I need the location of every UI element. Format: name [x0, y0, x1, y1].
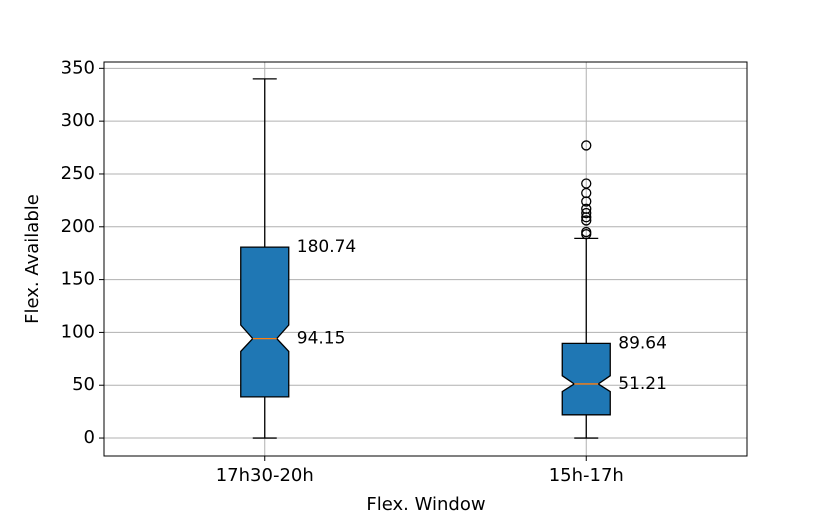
y-tick-label: 300 [61, 110, 95, 131]
q3-label: 89.64 [618, 333, 667, 353]
y-tick-label: 150 [61, 269, 95, 290]
y-tick-label: 50 [72, 374, 95, 395]
flier [581, 215, 592, 226]
x-axis-label: Flex. Window [366, 494, 485, 513]
box [561, 342, 611, 416]
median-label: 51.21 [618, 374, 667, 394]
q3-label: 180.74 [297, 237, 356, 257]
y-tick-label: 350 [61, 57, 95, 78]
median-label: 94.15 [297, 329, 346, 349]
flier [581, 207, 592, 219]
x-tick-label: 15h-17h [549, 465, 624, 486]
flier [581, 212, 592, 223]
y-tick-label: 100 [61, 321, 95, 342]
y-axis-label: Flex. Available [22, 194, 43, 324]
flier [581, 196, 592, 207]
y-tick-label: 0 [84, 427, 95, 448]
flier [581, 140, 592, 151]
x-tick-label: 17h30-20h [216, 465, 314, 486]
y-tick-label: 250 [61, 163, 95, 184]
y-tick-label: 200 [61, 216, 95, 237]
plot-frame [103, 61, 748, 457]
flier [581, 229, 592, 240]
box [240, 246, 290, 398]
